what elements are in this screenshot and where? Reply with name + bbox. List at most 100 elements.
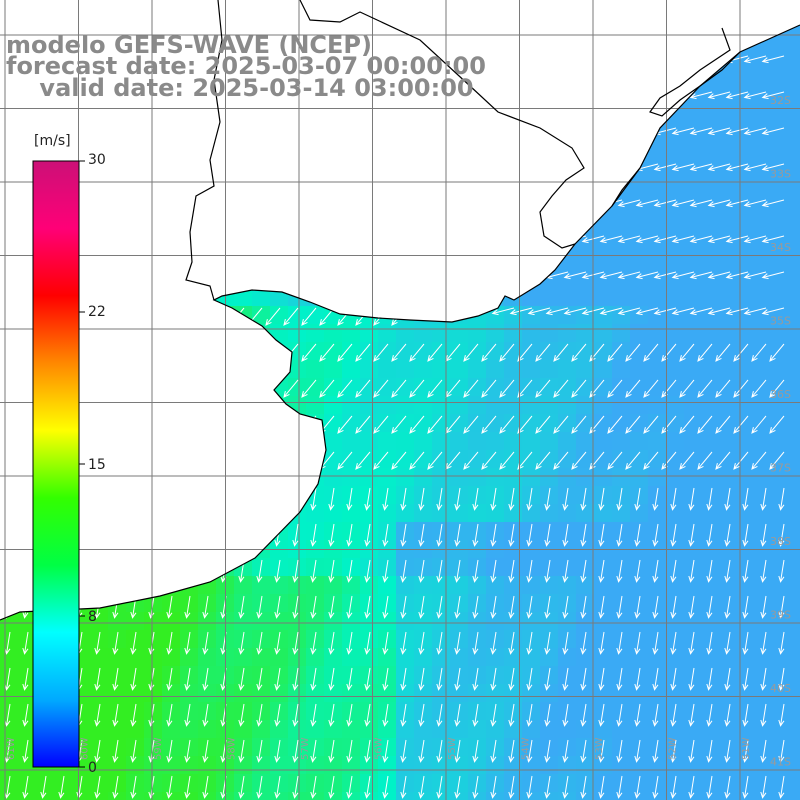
- wind-arrow: [571, 415, 587, 434]
- wind-cell: [630, 306, 648, 324]
- wind-cell: [540, 270, 558, 288]
- wind-arrow: [778, 775, 785, 799]
- wind-arrow: [292, 559, 299, 583]
- wind-arrow: [715, 379, 731, 398]
- wind-arrow: [625, 379, 641, 398]
- wind-arrow: [527, 55, 551, 64]
- wind-arrow: [688, 739, 695, 763]
- wind-cell: [0, 594, 18, 612]
- wind-cell: [198, 342, 216, 360]
- wind-cell: [666, 72, 684, 90]
- wind-arrow: [337, 199, 353, 218]
- valid-date: valid date: 2025-03-14 03:00:00: [6, 74, 474, 102]
- wind-cell: [630, 396, 648, 414]
- wind-cell: [324, 252, 342, 270]
- wind-cell: [630, 252, 648, 270]
- wind-cell: [144, 360, 162, 378]
- wind-arrow: [175, 343, 191, 362]
- wind-cell: [162, 360, 180, 378]
- wind-arrow: [671, 271, 695, 280]
- wind-arrow: [490, 559, 497, 583]
- wind-cell: [468, 792, 486, 800]
- wind-cell: [252, 468, 270, 486]
- wind-cell: [792, 270, 800, 288]
- wind-arrow: [229, 451, 245, 470]
- wind-cell: [684, 720, 702, 738]
- wind-arrow: [157, 343, 173, 362]
- wind-cell: [522, 36, 540, 54]
- wind-cell: [792, 36, 800, 54]
- wind-cell: [270, 234, 288, 252]
- wind-cell: [792, 360, 800, 378]
- wind-arrow: [94, 667, 101, 691]
- wind-arrow: [742, 523, 749, 547]
- wind-arrow: [589, 343, 605, 362]
- wind-arrow: [355, 271, 371, 290]
- wind-cell: [126, 342, 144, 360]
- wind-cell: [648, 360, 666, 378]
- wind-arrow: [355, 451, 371, 470]
- wind-arrow: [409, 451, 425, 470]
- wind-cell: [378, 108, 396, 126]
- wind-arrow: [409, 379, 425, 398]
- wind-arrow: [562, 775, 569, 799]
- wind-cell: [414, 108, 432, 126]
- wind-cell: [576, 720, 594, 738]
- wind-arrow: [211, 379, 227, 398]
- wind-cell: [756, 648, 774, 666]
- wind-cell: [198, 360, 216, 378]
- wind-cell: [666, 36, 684, 54]
- wind-cell: [540, 25, 558, 36]
- wind-cell: [270, 522, 288, 540]
- wind-cell: [612, 612, 630, 630]
- wind-cell: [630, 324, 648, 342]
- wind-cell: [270, 0, 288, 18]
- wind-arrow: [490, 667, 497, 691]
- wind-cell: [198, 684, 216, 702]
- wind-arrow: [635, 307, 659, 316]
- wind-cell: [252, 612, 270, 630]
- latitude-label: 32S: [770, 94, 791, 107]
- wind-cell: [774, 0, 792, 18]
- wind-arrow: [202, 631, 209, 655]
- wind-arrow: [157, 199, 173, 218]
- wind-arrow: [725, 271, 749, 280]
- wind-cell: [72, 126, 90, 144]
- wind-cell: [144, 378, 162, 396]
- wind-cell: [612, 504, 630, 522]
- wind-arrow: [491, 127, 515, 136]
- longitude-label: 53W: [594, 737, 605, 760]
- wind-cell: [774, 342, 792, 360]
- wind-arrow: [13, 163, 29, 182]
- wind-cell: [378, 342, 396, 360]
- wind-cell: [360, 342, 378, 360]
- wind-cell: [576, 360, 594, 378]
- longitude-label: 59W: [153, 737, 164, 760]
- wind-arrow: [112, 667, 119, 691]
- wind-cell: [306, 324, 324, 342]
- wind-cell: [342, 504, 360, 522]
- wind-cell: [396, 0, 414, 18]
- wind-cell: [90, 324, 108, 342]
- wind-arrow: [94, 703, 101, 727]
- wind-cell: [702, 36, 720, 54]
- wind-arrow: [346, 487, 353, 511]
- wind-cell: [648, 450, 666, 468]
- wind-cell: [108, 450, 126, 468]
- wind-cell: [270, 270, 288, 288]
- wind-arrow: [130, 775, 137, 799]
- wind-arrow: [778, 487, 785, 511]
- wind-arrow: [13, 415, 29, 434]
- wind-cell: [792, 198, 800, 216]
- wind-cell: [792, 594, 800, 612]
- wind-arrow: [491, 307, 515, 316]
- wind-arrow: [643, 343, 659, 362]
- wind-cell: [126, 0, 144, 18]
- wind-cell: [270, 324, 288, 342]
- wind-arrow: [472, 739, 479, 763]
- wind-arrow: [490, 703, 497, 727]
- wind-cell: [486, 342, 504, 360]
- wind-arrow: [742, 775, 749, 799]
- wind-arrow: [643, 379, 659, 398]
